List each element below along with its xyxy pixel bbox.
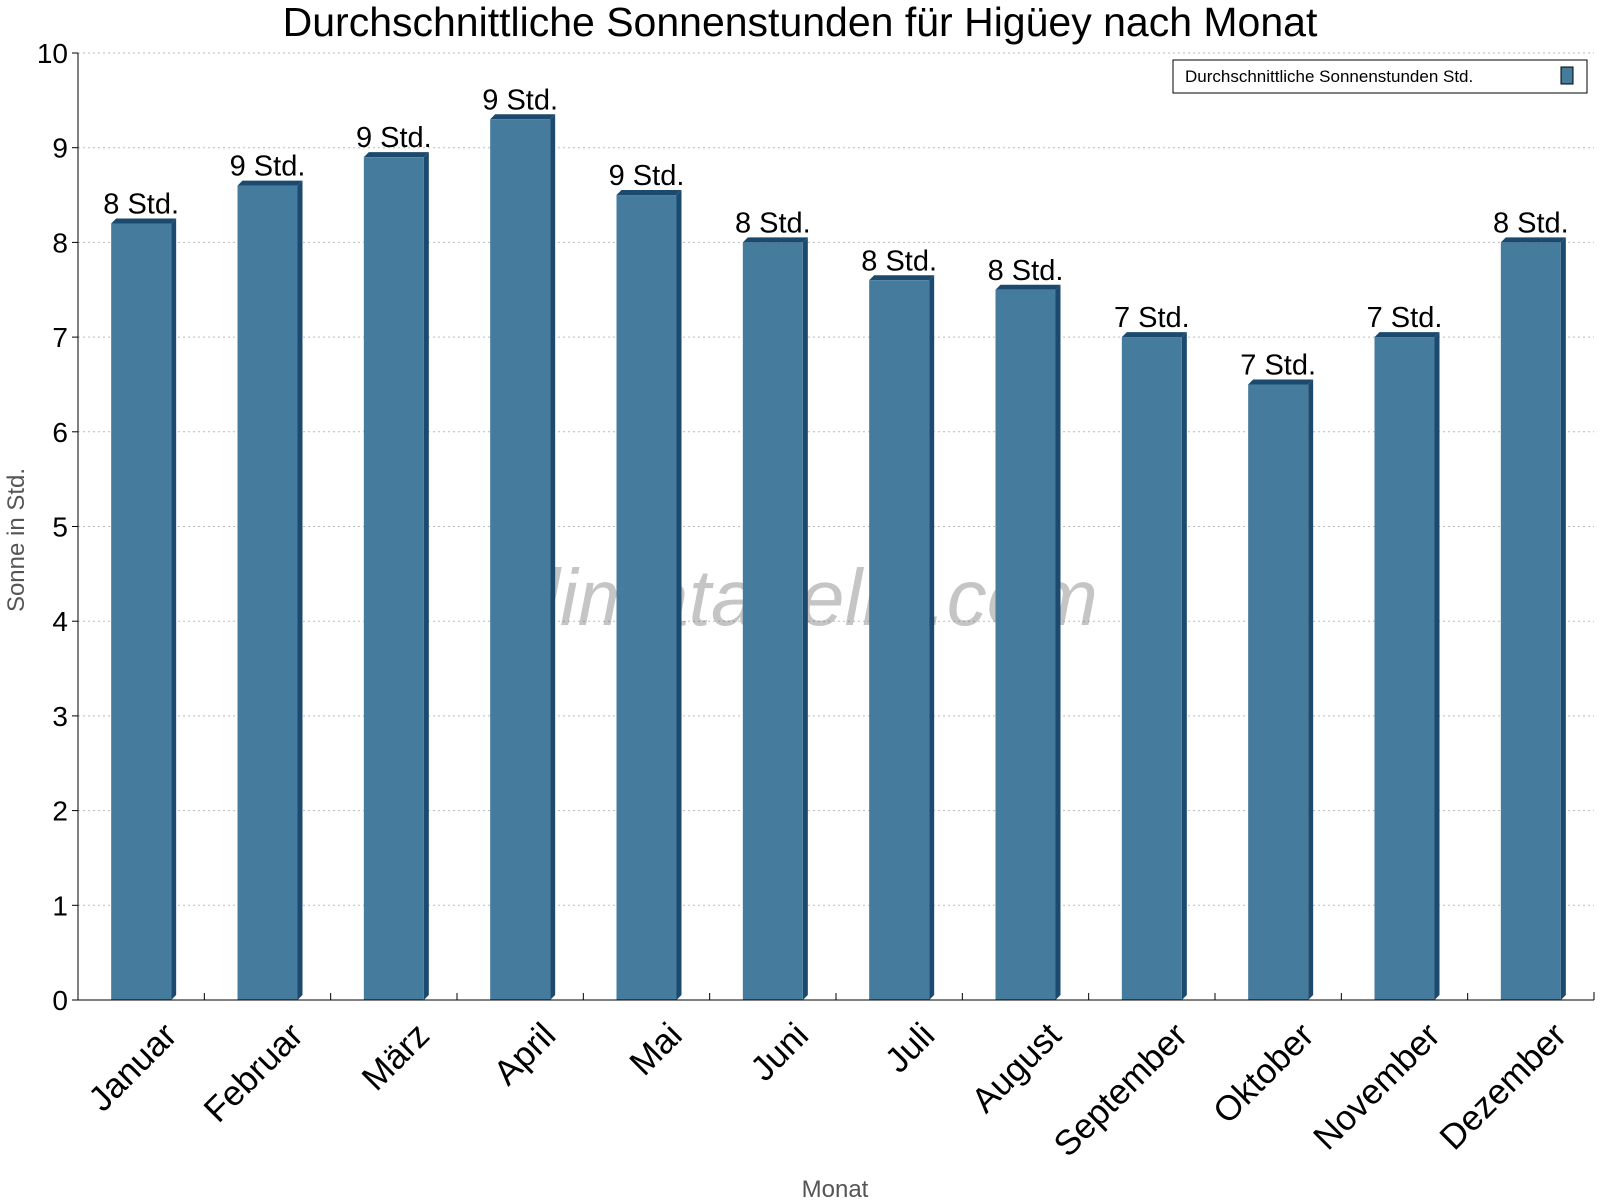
x-tick-label: Dezember [1432, 1015, 1574, 1157]
bar-top [111, 218, 177, 224]
y-tick-label: 5 [52, 512, 68, 543]
bar-side [802, 237, 808, 1000]
bar-side [676, 190, 682, 1001]
bar-side [1434, 332, 1440, 1001]
data-labels: 8 Std. 9 Std. 9 Std. 9 Std. 9 Std. 8 Std. 8 St… [103, 84, 1568, 381]
x-tick-label: Februar [196, 1015, 310, 1129]
bar-side [1181, 332, 1187, 1001]
bar-side [1560, 237, 1566, 1000]
legend-swatch [1560, 66, 1574, 85]
bar-top [490, 114, 556, 120]
bar-face [995, 289, 1056, 1000]
data-label: 9 Std. [230, 151, 306, 183]
y-tick-label: 10 [37, 38, 68, 69]
y-axis-title: Sonne in Std. [3, 468, 30, 612]
y-tick-label: 4 [52, 606, 68, 637]
bar-face [1500, 242, 1561, 1000]
y-tick-label: 9 [52, 133, 68, 164]
bar [1248, 379, 1314, 1000]
data-label: 9 Std. [609, 160, 685, 192]
bar [490, 114, 556, 1001]
bar-face [1374, 337, 1435, 1001]
data-label: 7 Std. [1240, 349, 1316, 381]
bar-top [1121, 332, 1187, 338]
y-tick-label: 6 [52, 417, 68, 448]
bar-side [423, 152, 429, 1001]
bar-face [490, 119, 551, 1001]
legend-box [1172, 59, 1588, 94]
bar [1121, 332, 1187, 1001]
bar-face [1121, 337, 1182, 1001]
y-tick-label: 3 [52, 701, 68, 732]
data-label: 9 Std. [482, 84, 558, 116]
bar [742, 237, 808, 1000]
bar-top [1374, 332, 1440, 338]
data-label: 7 Std. [1114, 302, 1190, 334]
y-tick-label: 0 [52, 985, 68, 1016]
data-label: 7 Std. [1367, 302, 1443, 334]
bar-top [995, 284, 1061, 290]
bar-side [550, 114, 556, 1001]
bar-top [742, 237, 808, 243]
x-tick-label: Juni [743, 1016, 816, 1089]
data-label: 9 Std. [356, 122, 432, 154]
bar-top [869, 275, 935, 281]
bar [869, 275, 935, 1000]
bar-side [1055, 284, 1061, 1000]
bar-face [616, 195, 677, 1001]
data-label: 8 Std. [1493, 207, 1569, 239]
bar [237, 180, 303, 1000]
y-tick-label: 7 [52, 322, 68, 353]
bar-face [111, 223, 172, 1000]
x-tick-label: Mai [622, 1016, 689, 1083]
data-label: 8 Std. [103, 188, 179, 220]
bar [1374, 332, 1440, 1001]
gridlines [78, 52, 1594, 906]
x-tick-label: März [354, 1016, 437, 1099]
bar-top [616, 190, 682, 196]
bar-top [1248, 379, 1314, 385]
chart-title: Durchschnittliche Sonnenstunden für Higü… [283, 0, 1318, 45]
x-tick-label: Januar [81, 1015, 184, 1118]
x-tick-label: April [486, 1016, 563, 1093]
bar-top [363, 152, 429, 158]
legend: Durchschnittliche Sonnenstunden Std. [1172, 59, 1588, 94]
bar-top [237, 180, 303, 186]
y-tick-label: 8 [52, 227, 68, 258]
bar-face [237, 185, 298, 1000]
bar [363, 152, 429, 1001]
x-tick-label: August [964, 1015, 1069, 1120]
x-tick-label: Oktober [1206, 1015, 1322, 1131]
y-tick-label: 2 [52, 796, 68, 827]
bar-top [1500, 237, 1566, 243]
y-tick-label: 1 [52, 890, 68, 921]
x-tick-label: September [1046, 1015, 1195, 1164]
data-label: 8 Std. [988, 255, 1064, 287]
bar-face [363, 157, 424, 1001]
data-label: 8 Std. [861, 245, 937, 277]
bar [1500, 237, 1566, 1000]
x-tick-label: November [1306, 1015, 1448, 1157]
bars [111, 114, 1566, 1001]
bar-face [1248, 384, 1309, 1000]
legend-label: Durchschnittliche Sonnenstunden Std. [1185, 67, 1473, 86]
bar [616, 190, 682, 1001]
bar-face [869, 280, 930, 1000]
bar-side [929, 275, 935, 1000]
x-axis-title: Monat [802, 1176, 869, 1200]
bar-side [1308, 379, 1314, 1000]
bar-side [297, 180, 303, 1000]
bar [111, 218, 177, 1000]
bar-side [171, 218, 177, 1000]
bar-face [742, 242, 803, 1000]
x-tick-label: Juli [878, 1016, 943, 1081]
bar [995, 284, 1061, 1000]
data-label: 8 Std. [735, 207, 811, 239]
